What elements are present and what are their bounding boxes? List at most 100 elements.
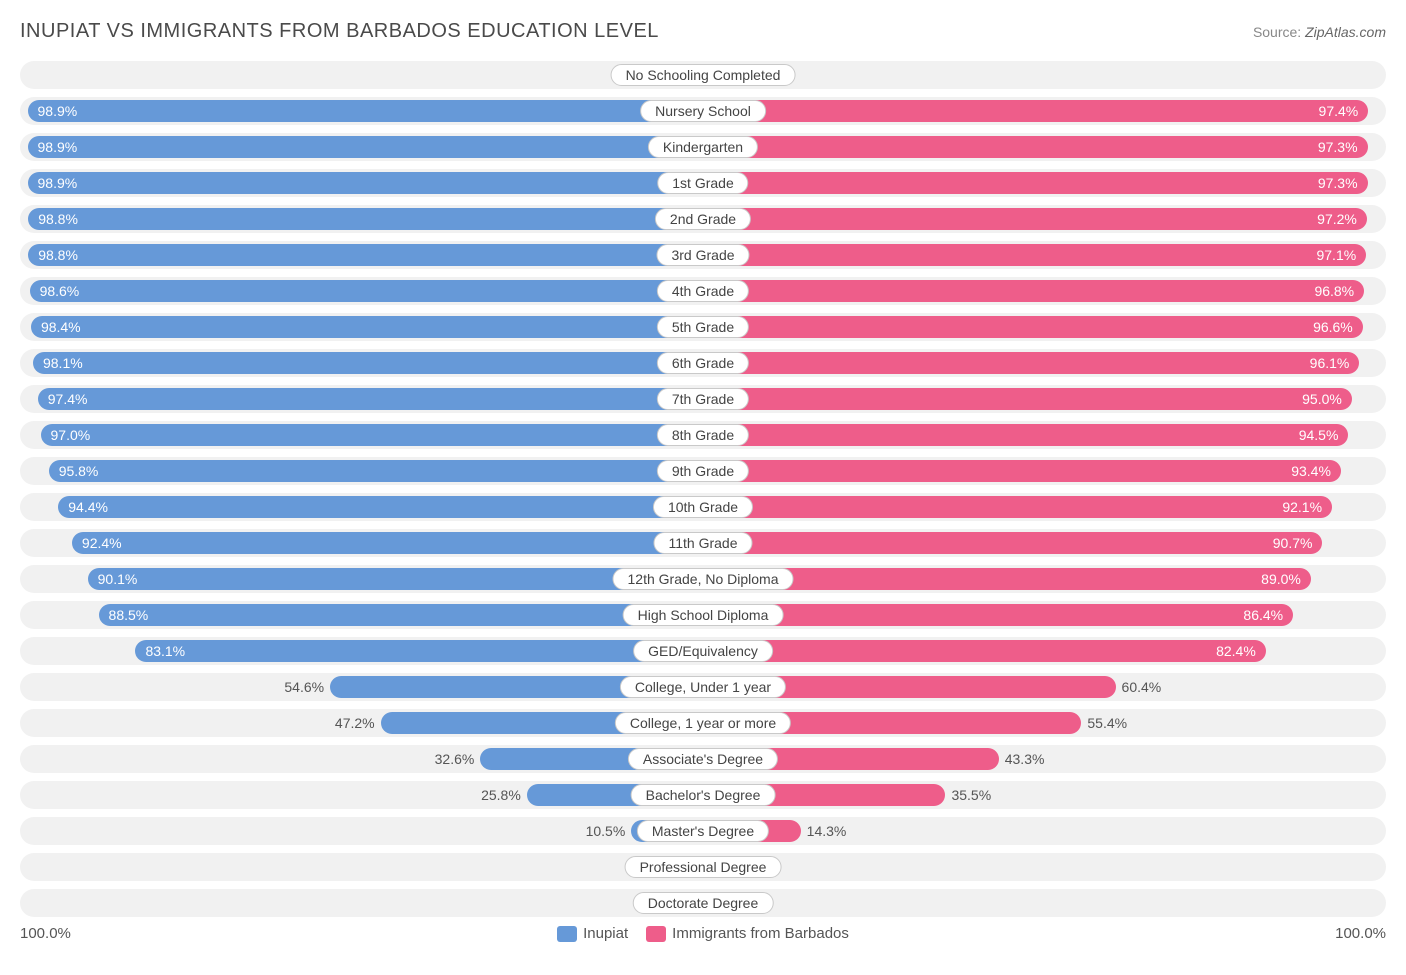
pct-right: 43.3%: [999, 751, 1055, 767]
category-label: Associate's Degree: [628, 748, 778, 770]
source-site: ZipAtlas.com: [1305, 24, 1386, 40]
chart-row: 97.0% 94.5% 8th Grade: [20, 421, 1386, 449]
category-label: 12th Grade, No Diploma: [613, 568, 794, 590]
bar-left: 98.1%: [33, 352, 703, 374]
chart-row: 98.8% 97.1% 3rd Grade: [20, 241, 1386, 269]
pct-right: 89.0%: [1251, 571, 1311, 587]
chart-row: 1.5%2.7%No Schooling Completed: [20, 61, 1386, 89]
category-label: 3rd Grade: [656, 244, 749, 266]
category-label: 7th Grade: [657, 388, 749, 410]
chart-row: 1.3%1.5%Doctorate Degree: [20, 889, 1386, 917]
bar-left: 97.0%: [41, 424, 704, 446]
chart-row: 3.2%3.9%Professional Degree: [20, 853, 1386, 881]
bar-right: 97.4%: [703, 100, 1368, 122]
chart-row: 83.1%82.4%GED/Equivalency: [20, 637, 1386, 665]
bar-right: 97.3%: [703, 136, 1368, 158]
pct-right: 94.5%: [1289, 427, 1349, 443]
category-label: 6th Grade: [657, 352, 749, 374]
pct-right: 96.1%: [1300, 355, 1360, 371]
chart-row: 95.8% 93.4% 9th Grade: [20, 457, 1386, 485]
pct-right: 55.4%: [1081, 715, 1137, 731]
chart-row: 98.9% 97.3%1st Grade: [20, 169, 1386, 197]
pct-right: 60.4%: [1116, 679, 1172, 695]
chart-row: 98.4%96.6%5th Grade: [20, 313, 1386, 341]
pct-right: 95.0%: [1292, 391, 1352, 407]
category-label: 1st Grade: [657, 172, 748, 194]
bar-right: 96.6%: [703, 316, 1363, 338]
chart-row: 92.4%90.7%11th Grade: [20, 529, 1386, 557]
category-label: GED/Equivalency: [633, 640, 773, 662]
bar-right: 94.5%: [703, 424, 1348, 446]
chart-row: 54.6% 60.4% College, Under 1 year: [20, 673, 1386, 701]
pct-right: 97.1%: [1306, 247, 1366, 263]
pct-left: 97.0%: [41, 427, 101, 443]
bar-right: 92.1%: [703, 496, 1332, 518]
pct-left: 47.2%: [325, 715, 381, 731]
pct-left: 92.4%: [72, 535, 132, 551]
chart-row: 25.8%35.5%Bachelor's Degree: [20, 781, 1386, 809]
legend-label-left: Inupiat: [583, 925, 628, 942]
legend-item-right: Immigrants from Barbados: [646, 925, 849, 942]
bar-left: 97.4%: [38, 388, 703, 410]
bar-left: 98.9%: [28, 100, 703, 122]
pct-right: 97.4%: [1309, 103, 1369, 119]
legend-item-left: Inupiat: [557, 925, 628, 942]
bar-right: 86.4%: [703, 604, 1293, 626]
chart-row: 98.9% 97.4% Nursery School: [20, 97, 1386, 125]
category-label: 9th Grade: [657, 460, 749, 482]
legend-swatch-left: [557, 926, 577, 942]
pct-left: 98.8%: [28, 247, 88, 263]
bar-right: 96.1%: [703, 352, 1359, 374]
bar-left: 92.4%: [72, 532, 703, 554]
category-label: 8th Grade: [657, 424, 749, 446]
pct-right: 97.2%: [1307, 211, 1367, 227]
bar-right: 97.3%: [703, 172, 1368, 194]
bar-left: 88.5%: [99, 604, 703, 626]
chart-row: 88.5%86.4%High School Diploma: [20, 601, 1386, 629]
category-label: No Schooling Completed: [611, 64, 796, 86]
axis-left-max: 100.0%: [20, 925, 71, 942]
pct-left: 98.1%: [33, 355, 93, 371]
bar-right: 97.2%: [703, 208, 1367, 230]
chart-row: 97.4% 95.0% 7th Grade: [20, 385, 1386, 413]
bar-right: 89.0%: [703, 568, 1311, 590]
chart-row: 98.6%96.8%4th Grade: [20, 277, 1386, 305]
pct-left: 98.9%: [28, 175, 88, 191]
legend-swatch-right: [646, 926, 666, 942]
chart-title: INUPIAT VS IMMIGRANTS FROM BARBADOS EDUC…: [20, 20, 659, 43]
education-diverging-bar-chart: 1.5%2.7%No Schooling Completed 98.9% 97.4%…: [20, 61, 1386, 917]
legend: Inupiat Immigrants from Barbados: [557, 925, 849, 942]
bar-left: 98.6%: [30, 280, 703, 302]
bar-left: 98.9%: [28, 172, 703, 194]
chart-row: 47.2% 55.4% College, 1 year or more: [20, 709, 1386, 737]
bar-left: 83.1%: [135, 640, 703, 662]
category-label: Bachelor's Degree: [631, 784, 776, 806]
bar-left: 90.1%: [88, 568, 703, 590]
source-prefix: Source:: [1253, 24, 1305, 40]
bar-right: 96.8%: [703, 280, 1364, 302]
category-label: Professional Degree: [625, 856, 782, 878]
category-label: College, 1 year or more: [615, 712, 791, 734]
category-label: Nursery School: [640, 100, 766, 122]
pct-left: 32.6%: [425, 751, 481, 767]
pct-right: 92.1%: [1272, 499, 1332, 515]
bar-right: 93.4%: [703, 460, 1341, 482]
pct-left: 95.8%: [49, 463, 109, 479]
pct-left: 54.6%: [274, 679, 330, 695]
category-label: College, Under 1 year: [620, 676, 786, 698]
pct-right: 35.5%: [945, 787, 1001, 803]
bar-left: 95.8%: [49, 460, 703, 482]
pct-right: 90.7%: [1263, 535, 1323, 551]
pct-right: 97.3%: [1308, 139, 1368, 155]
chart-row: 94.4%92.1%10th Grade: [20, 493, 1386, 521]
pct-left: 98.9%: [28, 139, 88, 155]
pct-left: 90.1%: [88, 571, 148, 587]
pct-right: 93.4%: [1281, 463, 1341, 479]
category-label: 4th Grade: [657, 280, 749, 302]
pct-left: 98.9%: [28, 103, 88, 119]
category-label: Kindergarten: [648, 136, 758, 158]
bar-right: 97.1%: [703, 244, 1366, 266]
pct-left: 98.4%: [31, 319, 91, 335]
chart-row: 98.9% 97.3% Kindergarten: [20, 133, 1386, 161]
pct-left: 88.5%: [99, 607, 159, 623]
